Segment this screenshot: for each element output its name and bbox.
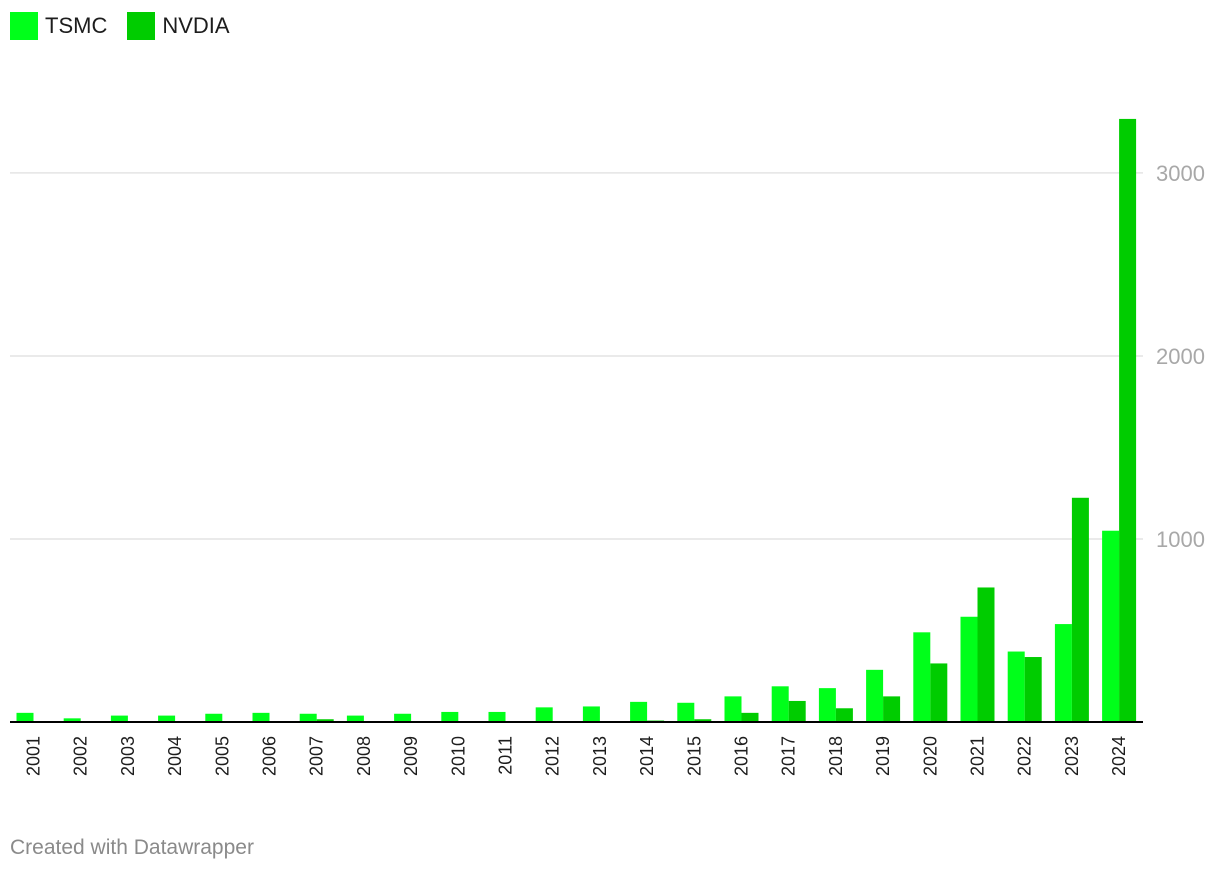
bar-tsmc-2015[interactable]	[677, 702, 695, 722]
x-tick-label-2014: 2014	[637, 736, 657, 776]
x-tick-label-2011: 2011	[496, 736, 516, 775]
x-tick-label-2012: 2012	[543, 736, 563, 776]
x-tick-label-2022: 2022	[1015, 736, 1035, 776]
bar-tsmc-2022[interactable]	[1007, 651, 1025, 722]
x-tick-label-2005: 2005	[212, 736, 232, 776]
legend-label-nvdia: NVDIA	[162, 13, 230, 38]
x-tick-label-2024: 2024	[1109, 736, 1129, 776]
bar-tsmc-2023[interactable]	[1054, 624, 1072, 722]
legend-swatch-nvdia	[127, 12, 156, 40]
bar-tsmc-2013[interactable]	[582, 706, 600, 722]
bar-tsmc-2007[interactable]	[299, 713, 317, 722]
x-tick-label-2019: 2019	[873, 736, 893, 776]
bar-tsmc-2017[interactable]	[771, 686, 789, 722]
bar-tsmc-2018[interactable]	[818, 688, 836, 722]
bar-nvdia-2016[interactable]	[741, 712, 759, 722]
legend-label-tsmc: TSMC	[45, 13, 108, 38]
bar-tsmc-2016[interactable]	[724, 696, 742, 722]
y-tick-label-1000: 1000	[1156, 527, 1205, 552]
y-tick-label-2000: 2000	[1156, 344, 1205, 369]
bar-tsmc-2019[interactable]	[866, 669, 884, 722]
x-tick-label-2004: 2004	[165, 736, 185, 776]
bar-nvdia-2015[interactable]	[694, 719, 712, 722]
x-tick-label-2013: 2013	[590, 736, 610, 776]
bar-nvdia-2024[interactable]	[1119, 118, 1137, 722]
bar-nvdia-2020[interactable]	[930, 663, 948, 722]
bar-nvdia-2007[interactable]	[316, 719, 334, 722]
x-tick-label-2007: 2007	[307, 736, 327, 776]
x-tick-label-2017: 2017	[779, 736, 799, 776]
bar-nvdia-2021[interactable]	[977, 587, 995, 722]
bar-tsmc-2003[interactable]	[110, 715, 128, 722]
bar-tsmc-2001[interactable]	[16, 712, 34, 722]
bar-tsmc-2012[interactable]	[535, 707, 553, 722]
legend-item-nvdia[interactable]: NVDIA	[127, 12, 230, 40]
legend-swatch-tsmc	[10, 12, 38, 40]
bar-tsmc-2010[interactable]	[441, 711, 459, 722]
bar-nvdia-2017[interactable]	[788, 700, 806, 722]
x-tick-label-2010: 2010	[448, 736, 468, 776]
bar-nvdia-2022[interactable]	[1024, 657, 1042, 722]
legend-item-tsmc[interactable]: TSMC	[10, 12, 107, 40]
x-tick-label-2015: 2015	[684, 736, 704, 776]
bar-nvdia-2023[interactable]	[1071, 497, 1089, 722]
bar-tsmc-2014[interactable]	[630, 701, 648, 722]
x-tick-label-2016: 2016	[732, 736, 752, 776]
y-tick-label-3000: 3000	[1156, 161, 1205, 186]
bar-tsmc-2006[interactable]	[252, 712, 270, 722]
bar-tsmc-2008[interactable]	[346, 715, 364, 722]
x-tick-label-2008: 2008	[354, 736, 374, 776]
bar-tsmc-2024[interactable]	[1102, 530, 1120, 722]
x-tick-label-2003: 2003	[118, 736, 138, 776]
bar-tsmc-2004[interactable]	[158, 715, 176, 722]
x-tick-label-2023: 2023	[1062, 736, 1082, 776]
bar-nvdia-2019[interactable]	[883, 696, 901, 722]
x-tick-label-2006: 2006	[260, 736, 280, 776]
x-tick-label-2020: 2020	[920, 736, 940, 776]
footer-credit: Created with Datawrapper	[10, 836, 254, 859]
x-tick-label-2009: 2009	[401, 736, 421, 776]
bar-tsmc-2002[interactable]	[63, 718, 81, 722]
bar-tsmc-2009[interactable]	[394, 713, 412, 722]
bar-tsmc-2021[interactable]	[960, 616, 978, 722]
legend: TSMC NVDIA	[10, 12, 250, 40]
bar-tsmc-2011[interactable]	[488, 711, 506, 722]
x-tick-label-2001: 2001	[24, 736, 44, 776]
bar-tsmc-2005[interactable]	[205, 713, 223, 722]
x-tick-label-2021: 2021	[968, 736, 988, 776]
bar-tsmc-2020[interactable]	[913, 632, 931, 722]
bar-nvdia-2018[interactable]	[835, 708, 853, 722]
x-tick-label-2018: 2018	[826, 736, 846, 776]
x-tick-label-2002: 2002	[71, 736, 91, 776]
